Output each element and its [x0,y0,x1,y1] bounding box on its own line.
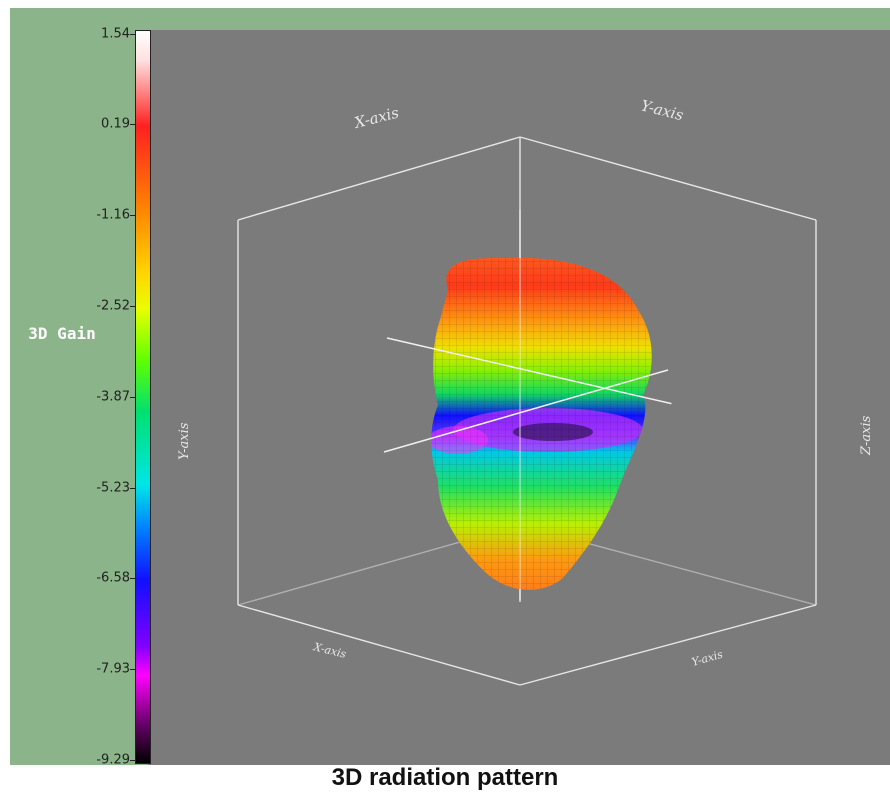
vertical-axis-label: Y-axis [177,422,192,460]
colorbar-tick-label: -5.23 [96,480,130,496]
colorbar-label: 3D Gain [28,324,96,343]
wireframe-box [237,136,817,686]
radiation-surface [431,257,652,590]
colorbar-tick-label: 0.19 [101,116,130,132]
colorbar-tick-label: -7.93 [96,661,130,677]
colorbar-tick-mark [130,306,136,308]
colorbar-tick-mark [130,124,136,126]
3d-plot-scene: X-axis Y-axis Y-axis Z-axis X-axis Y-axi… [177,96,874,686]
colorbar-tick-mark [130,396,136,398]
x-axis-label: X-axis [352,103,401,132]
z-axis-label: Z-axis [859,415,874,456]
colorbar-tick-mark [130,760,136,761]
colorbar-tick-label: -9.29 [96,752,130,768]
colorbar-tick-mark [130,578,136,580]
colorbar-tick-mark [130,34,136,35]
colorbar-tick-mark [130,214,136,216]
origin-axes [383,210,672,600]
colorbar-tick-label: -6.58 [96,570,130,586]
bottom-left-axis-label: X-axis [311,640,348,661]
chart-title: 3D radiation pattern [331,764,559,791]
colorbar-tick-mark [130,668,136,670]
y-axis-label: Y-axis [639,96,686,124]
colorbar-tick-mark [130,487,136,489]
colorbar-tick-label: -3.87 [96,389,130,405]
colorbar-tick-label: 1.54 [101,26,130,42]
colorbar-tick-label: -2.52 [96,298,130,314]
bottom-right-axis-label: Y-axis [690,648,724,669]
colorbar-tick-label: -1.16 [96,207,130,223]
